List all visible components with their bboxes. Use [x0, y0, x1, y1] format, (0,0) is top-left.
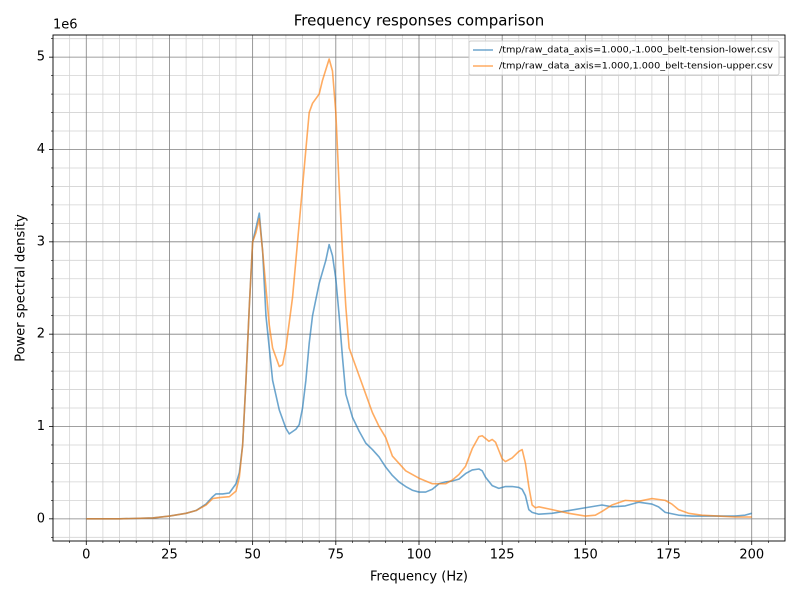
chart-title: Frequency responses comparison: [294, 12, 545, 30]
x-tick-label: 0: [82, 548, 90, 563]
y-offset-label: 1e6: [53, 18, 78, 33]
x-tick-label: 125: [490, 548, 515, 563]
legend-box: [468, 40, 780, 76]
legend-label: /tmp/raw_data_axis=1.000,1.000_belt-tens…: [499, 62, 774, 72]
y-tick-label: 4: [37, 142, 45, 157]
x-tick-label: 175: [656, 548, 681, 563]
x-tick-label: 50: [244, 548, 261, 563]
legend: /tmp/raw_data_axis=1.000,-1.000_belt-ten…: [468, 40, 780, 76]
y-tick-label: 1: [37, 419, 45, 434]
grid: [53, 35, 785, 541]
series-line: [86, 58, 752, 520]
x-tick-label: 200: [739, 548, 764, 563]
y-tick-label: 3: [37, 234, 45, 249]
x-axis-label: Frequency (Hz): [370, 570, 468, 585]
y-tick-label: 5: [37, 50, 45, 65]
x-tick-label: 150: [573, 548, 598, 563]
y-tick-label: 0: [37, 511, 45, 526]
x-tick-label: 75: [328, 548, 345, 563]
y-axis-label: Power spectral density: [14, 214, 29, 362]
x-tick-label: 100: [407, 548, 432, 563]
plot-frame: [52, 34, 786, 542]
legend-label: /tmp/raw_data_axis=1.000,-1.000_belt-ten…: [499, 46, 774, 56]
x-tick-label: 25: [161, 548, 178, 563]
y-tick-label: 2: [37, 327, 45, 342]
